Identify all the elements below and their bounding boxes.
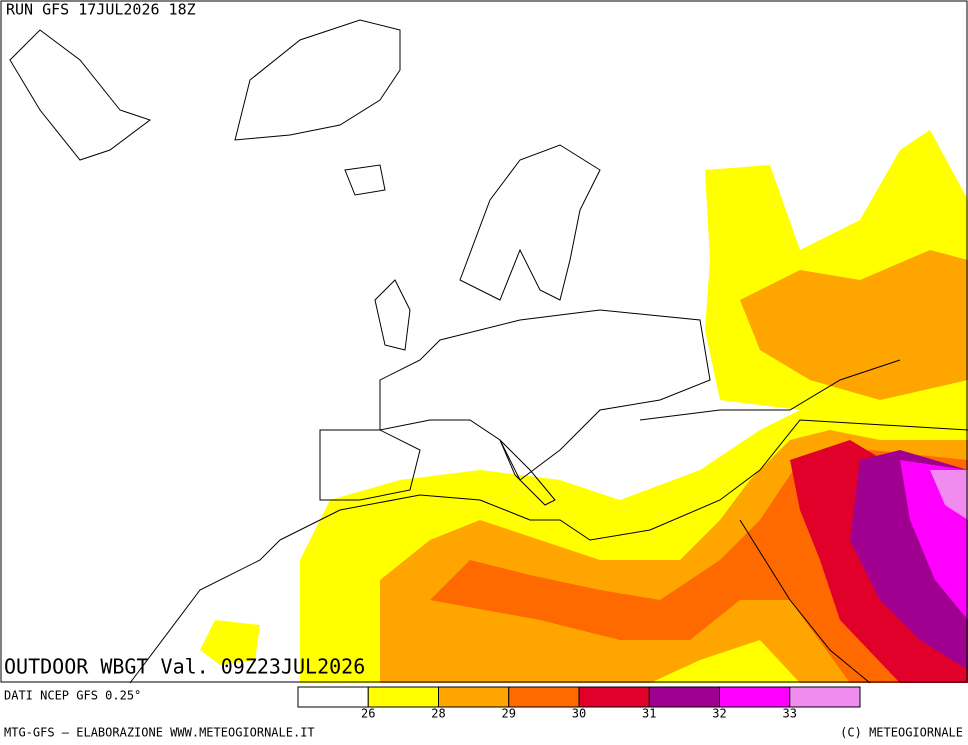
source-label: DATI NCEP GFS 0.25° [4, 689, 141, 703]
footer-left: MTG-GFS — ELABORAZIONE WWW.METEOGIORNALE… [4, 726, 315, 740]
legend-threshold: 28 [431, 707, 445, 721]
heat-field [200, 130, 968, 683]
heat-area [930, 470, 968, 520]
legend-threshold: 30 [572, 707, 586, 721]
legend-swatch [578, 686, 650, 708]
footer-right: (C) METEOGIORNALE [840, 726, 963, 740]
legend-swatch [789, 686, 861, 708]
west-africa [129, 539, 281, 684]
greenland [234, 19, 401, 141]
canada [9, 29, 152, 161]
run-label: RUN GFS 17JUL2026 18Z [6, 1, 196, 19]
legend-threshold: 26 [361, 707, 375, 721]
map-title: OUTDOOR WBGT Val. 09Z23JUL2026 [4, 655, 365, 679]
coastlines [9, 19, 968, 684]
legend-threshold: 29 [502, 707, 516, 721]
legend-swatch [297, 686, 369, 708]
britain [374, 279, 411, 351]
red-sea [739, 519, 871, 684]
legend-threshold: 32 [712, 707, 726, 721]
map-frame [0, 0, 968, 683]
iberia [319, 429, 421, 501]
turkey [639, 359, 901, 421]
heat-area [200, 620, 260, 665]
legend-swatch [438, 686, 510, 708]
europe [379, 309, 711, 481]
legend-swatch [508, 686, 580, 708]
legend-swatch [367, 686, 439, 708]
legend: 26 28 29 30 31 32 33 [297, 686, 861, 721]
legend-swatch [648, 686, 720, 708]
iceland [344, 164, 386, 196]
legend-threshold: 33 [783, 707, 797, 721]
legend-swatch [719, 686, 791, 708]
africa-coast [279, 419, 968, 541]
italy [499, 439, 556, 506]
scandinavia [459, 144, 601, 301]
legend-threshold: 31 [642, 707, 656, 721]
heat-area [740, 250, 968, 400]
